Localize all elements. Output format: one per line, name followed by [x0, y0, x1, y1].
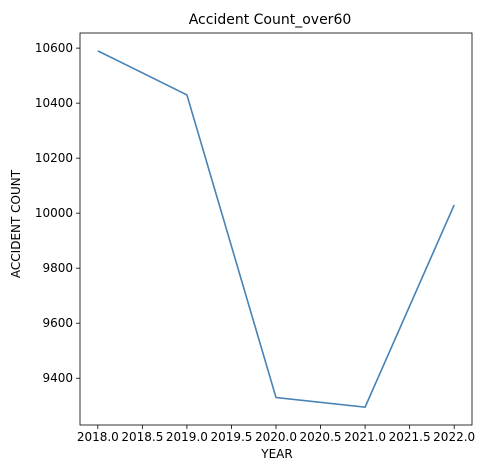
x-tick-label: 2019.5	[210, 430, 252, 444]
y-tick-label: 9400	[42, 371, 73, 385]
series-line	[97, 50, 455, 408]
y-tick-label: 10400	[35, 96, 73, 110]
plot-area	[79, 32, 473, 426]
x-tick-label: 2021.0	[344, 430, 386, 444]
y-tick-label: 9800	[42, 261, 73, 275]
x-axis-label: YEAR	[260, 447, 292, 461]
x-tick-label: 2020.0	[255, 430, 297, 444]
y-tick-label: 9600	[42, 316, 73, 330]
x-tick-label: 2018.5	[121, 430, 163, 444]
y-tick-label: 10200	[35, 151, 73, 165]
x-axis: 2018.0 2018.5 2019.0 2019.5 2020.0 2020.5 2021…	[77, 425, 475, 444]
x-tick-label: 2019.0	[166, 430, 208, 444]
y-tick-label: 10600	[35, 41, 73, 55]
x-tick-label: 2021.5	[389, 430, 431, 444]
y-tick-label: 10000	[35, 206, 73, 220]
y-axis-label: ACCIDENT COUNT	[9, 169, 23, 278]
x-tick-label: 2020.5	[300, 430, 342, 444]
x-tick-label: 2022.0	[433, 430, 475, 444]
x-tick-label: 2018.0	[77, 430, 119, 444]
y-axis: 9400 9600 9800 10000 10200 10400 10600	[35, 41, 80, 385]
chart-title: Accident Count_over60	[189, 12, 352, 28]
